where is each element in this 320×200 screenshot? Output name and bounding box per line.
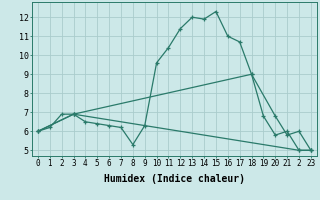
X-axis label: Humidex (Indice chaleur): Humidex (Indice chaleur) xyxy=(104,174,245,184)
